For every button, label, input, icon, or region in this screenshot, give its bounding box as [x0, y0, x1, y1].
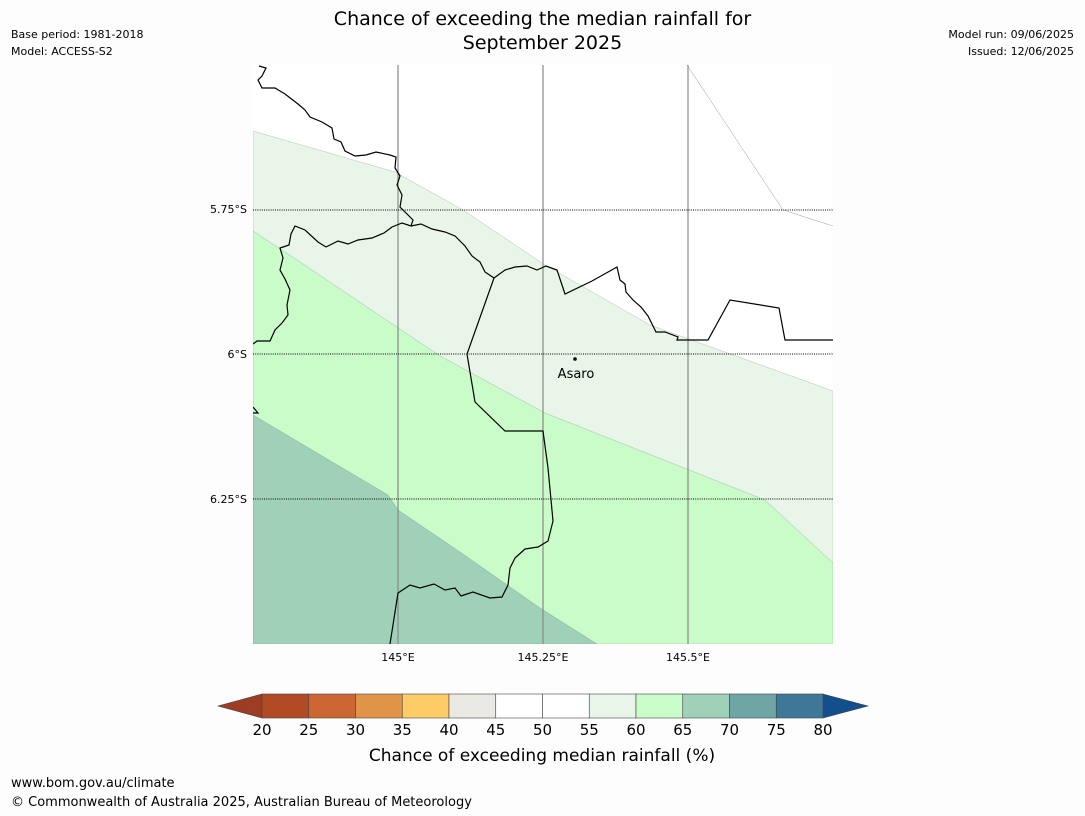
title-line-2: September 2025 [462, 32, 623, 54]
asaro-marker [573, 357, 577, 361]
base-period: Base period: 1981-2018 [11, 28, 144, 41]
model-name: Model: ACCESS-S2 [11, 45, 113, 58]
model-run-date: Model run: 09/06/2025 [948, 28, 1074, 41]
colorbar-tick-label: 50 [533, 721, 552, 739]
colorbar-tick-label: 65 [673, 721, 692, 739]
colorbar-low-extend [216, 693, 263, 719]
colorbar-segment [542, 693, 590, 719]
colorbar-segment [401, 693, 450, 719]
colorbar-tick-label: 45 [486, 721, 505, 739]
colorbar-segment [448, 693, 497, 719]
footer-copyright: © Commonwealth of Australia 2025, Austra… [11, 795, 472, 810]
region-65-70 [253, 414, 598, 644]
colorbar-tick-label: 30 [346, 721, 365, 739]
colorbar-tick-label: 60 [626, 721, 645, 739]
colorbar-tick-label: 20 [252, 721, 271, 739]
colorbar-tick-label: 35 [393, 721, 412, 739]
lat-label-5-75: 5.75°S [210, 203, 247, 216]
model-info: Base period: 1981-2018 Model: ACCESS-S2 [11, 26, 143, 60]
province-boundaries [253, 65, 833, 644]
boundary-central [410, 223, 833, 341]
boundary-north [253, 65, 414, 345]
lon-label-145-25: 145.25°E [518, 651, 569, 664]
colorbar-segment [729, 693, 777, 719]
colorbar-segment [355, 693, 403, 719]
colorbar-segment [775, 693, 824, 719]
colorbar-high-extend [822, 693, 870, 719]
colorbar-segment [495, 693, 543, 719]
colorbar-segment [588, 693, 637, 719]
colorbar-tick-label: 70 [720, 721, 739, 739]
lon-label-145-5: 145.5°E [666, 651, 710, 664]
title-line-1: Chance of exceeding the median rainfall … [333, 8, 752, 30]
lat-label-6-25: 6.25°S [210, 493, 247, 506]
boundary-district [389, 277, 554, 644]
map-title: Chance of exceeding the median rainfall … [0, 7, 1085, 55]
colorbar-segment [308, 693, 356, 719]
map-area [253, 65, 833, 644]
colorbar-segment [682, 693, 730, 719]
footer-url[interactable]: www.bom.gov.au/climate [11, 776, 175, 791]
colorbar-tick-label: 40 [439, 721, 458, 739]
colorbar-tick-label: 75 [767, 721, 786, 739]
lat-label-6: 6°S [228, 348, 247, 361]
colorbar-segments [261, 693, 824, 719]
colorbar-tick-label: 25 [299, 721, 318, 739]
faint-line [686, 65, 833, 227]
colorbar-tick-label: 55 [580, 721, 599, 739]
colorbar-tick-label: 80 [813, 721, 832, 739]
issued-date: Issued: 12/06/2025 [967, 45, 1074, 58]
colorbar: 20 25 30 35 40 45 50 55 60 65 70 75 80 [216, 693, 870, 739]
colorbar-ticks: 20 25 30 35 40 45 50 55 60 65 70 75 80 [252, 721, 832, 739]
colorbar-title: Chance of exceeding median rainfall (%) [369, 746, 715, 766]
boundary-west-stub [253, 406, 260, 414]
colorbar-segment [261, 693, 310, 719]
colorbar-segment [635, 693, 684, 719]
asaro-label: Asaro [558, 367, 595, 382]
lon-label-145: 145°E [381, 651, 414, 664]
run-info: Model run: 09/06/2025 Issued: 12/06/2025 [948, 26, 1074, 60]
